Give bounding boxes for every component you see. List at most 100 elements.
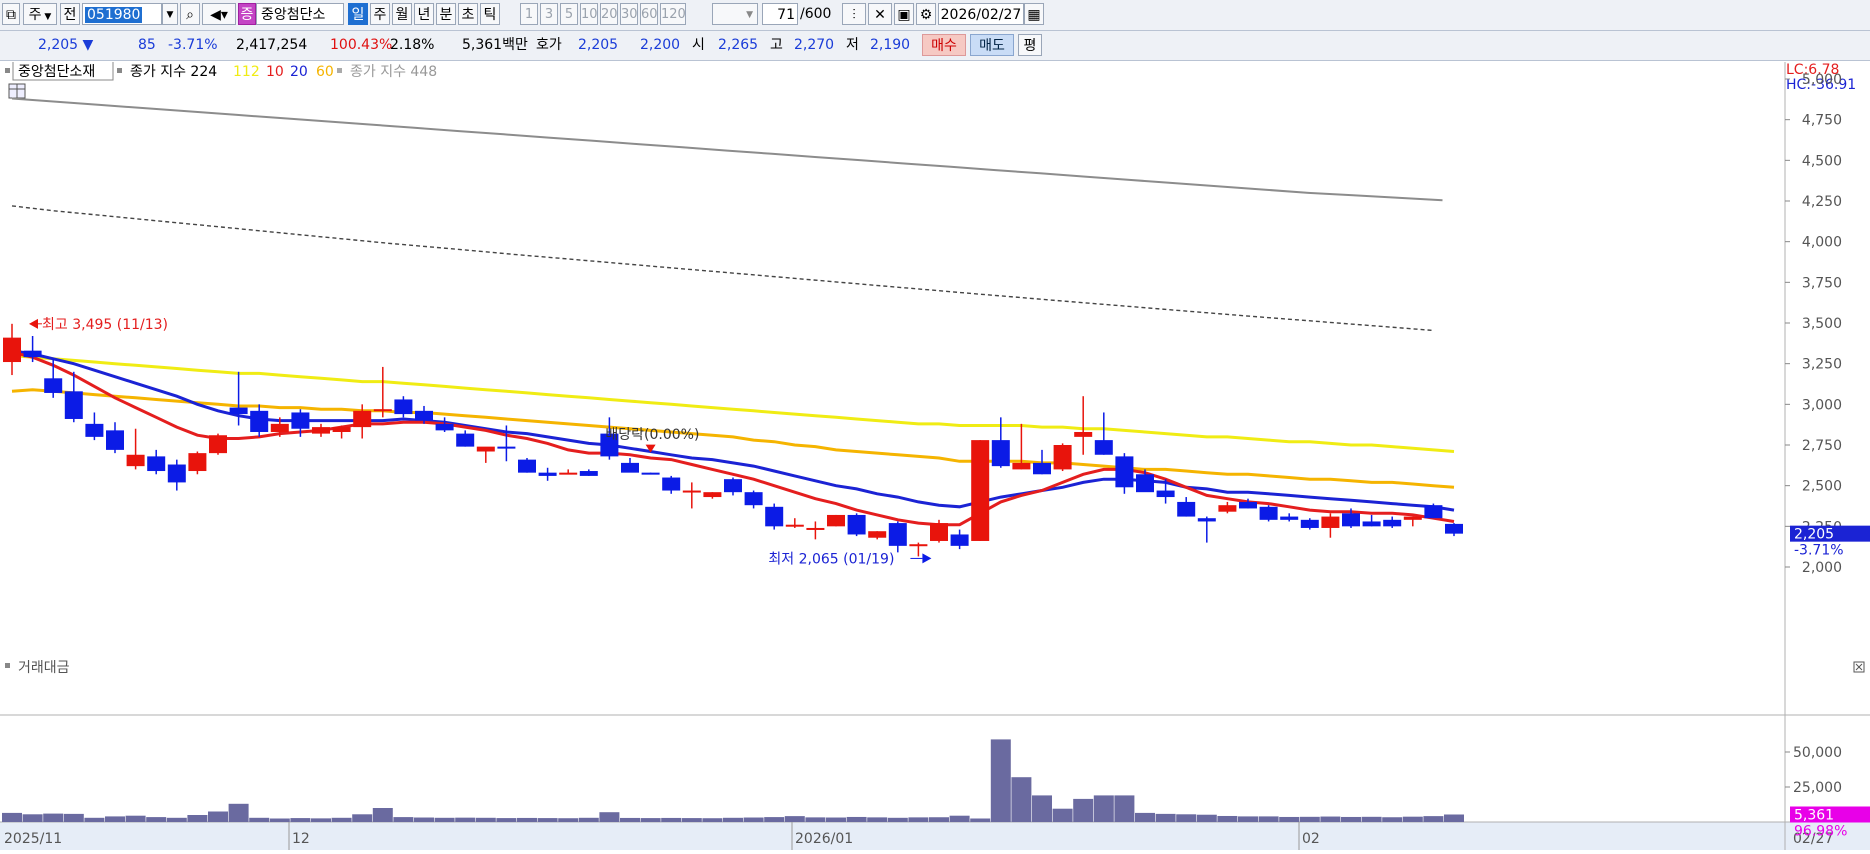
interval-button-6[interactable]: 60 bbox=[640, 3, 658, 25]
count-input[interactable]: 71 bbox=[762, 3, 798, 25]
legend-ma10: 10 bbox=[266, 64, 284, 80]
volume-bar bbox=[249, 817, 270, 822]
candle-body bbox=[147, 456, 166, 472]
interval-button-2[interactable]: 5 bbox=[560, 3, 578, 25]
period-button-3[interactable]: 년 bbox=[414, 3, 434, 25]
high-annotation: 최고 3,495 (11/13) bbox=[42, 317, 168, 333]
candle-body bbox=[1218, 505, 1237, 512]
bid-price: 2,200 bbox=[640, 37, 681, 53]
candle-body bbox=[1074, 431, 1093, 437]
date-input[interactable]: 2026/02/27 bbox=[938, 3, 1024, 25]
y-tick-label: 4,750 bbox=[1802, 113, 1842, 129]
volume-bar bbox=[990, 739, 1011, 822]
current-pct-label: -3.71% bbox=[1794, 543, 1844, 559]
candle-body bbox=[1424, 505, 1443, 519]
trade-amount: 5,361백만 bbox=[462, 37, 528, 53]
high-label: 고 bbox=[770, 37, 783, 53]
volume-bar bbox=[475, 817, 496, 822]
volume-bar bbox=[578, 817, 599, 822]
period-button-0[interactable]: 일 bbox=[348, 3, 368, 25]
interval-button-0[interactable]: 1 bbox=[520, 3, 538, 25]
y-tick-label: 3,250 bbox=[1802, 357, 1842, 373]
speaker-icon[interactable]: ◀▾ bbox=[202, 3, 236, 25]
all-button[interactable]: 전 bbox=[60, 3, 80, 25]
candle-body bbox=[1136, 474, 1154, 493]
volume-bar bbox=[599, 812, 620, 822]
buy-button[interactable]: 매수 bbox=[922, 34, 966, 56]
volume-bar bbox=[414, 817, 434, 822]
search-icon[interactable]: ⌕ bbox=[180, 3, 200, 25]
close-pane-icon[interactable] bbox=[1853, 661, 1865, 673]
low-label: 저 bbox=[846, 37, 859, 53]
stock-name[interactable]: 중앙첨단소 bbox=[256, 3, 344, 25]
volume: 2,417,254 bbox=[236, 37, 308, 53]
volume-bar bbox=[949, 815, 970, 822]
volume-bar bbox=[208, 811, 228, 822]
volume-bar bbox=[887, 817, 908, 822]
code-dropdown[interactable]: ▼ bbox=[162, 3, 178, 25]
volume-bar bbox=[1073, 798, 1094, 822]
volume-bar bbox=[1238, 816, 1258, 822]
volume-bar bbox=[331, 817, 352, 822]
interval-button-3[interactable]: 10 bbox=[580, 3, 598, 25]
dividend-annotation: 배당락(0.00%) bbox=[605, 427, 699, 443]
candle-body bbox=[991, 440, 1010, 467]
code-value: 051980 bbox=[85, 7, 143, 23]
crosshair-icon[interactable]: ✕ bbox=[868, 3, 892, 25]
eval-button[interactable]: 평 bbox=[1018, 34, 1042, 56]
volume-bar bbox=[826, 817, 846, 822]
save-icon[interactable]: ▣ bbox=[894, 3, 914, 25]
y-tick-label: 3,750 bbox=[1802, 275, 1842, 291]
candle-body bbox=[950, 534, 969, 546]
volume-bar bbox=[352, 814, 373, 822]
period-dropdown[interactable]: 주 ▼ bbox=[23, 3, 57, 25]
candle-body bbox=[518, 459, 536, 473]
volume-title: 거래대금 bbox=[18, 660, 70, 676]
period-button-2[interactable]: 월 bbox=[392, 3, 412, 25]
volume-bar bbox=[1320, 816, 1341, 822]
open-label: 시 bbox=[692, 37, 705, 53]
settings-icon[interactable]: ⚙ bbox=[916, 3, 936, 25]
volume-bar bbox=[43, 813, 64, 822]
candle-body bbox=[1094, 440, 1113, 455]
candle-body bbox=[703, 492, 722, 498]
candle-body bbox=[538, 472, 557, 476]
volume-bar bbox=[1423, 816, 1444, 822]
count-max: /600 bbox=[800, 6, 832, 22]
layout-icon[interactable]: ⧉ bbox=[2, 3, 20, 25]
volume-bar bbox=[702, 818, 723, 822]
price-chart[interactable]: 중앙첨단소재 종가 지수 224 112 10 20 60 종가 지수 448 … bbox=[0, 60, 1870, 850]
sell-button[interactable]: 매도 bbox=[970, 34, 1014, 56]
candle-body bbox=[250, 410, 269, 432]
volume-bar bbox=[290, 818, 311, 822]
calendar-icon[interactable]: ▦ bbox=[1024, 3, 1044, 25]
hc-value: HC:-36.91 bbox=[1786, 77, 1856, 93]
interval-button-5[interactable]: 30 bbox=[620, 3, 638, 25]
period-button-6[interactable]: 틱 bbox=[480, 3, 500, 25]
volume-bar bbox=[908, 817, 929, 822]
legend-ma112: 112 bbox=[233, 64, 260, 80]
volume-bar bbox=[537, 818, 558, 822]
interval-button-4[interactable]: 20 bbox=[600, 3, 618, 25]
chart-background bbox=[0, 62, 1870, 850]
candle-body bbox=[785, 524, 804, 527]
y-tick-label: 2,500 bbox=[1802, 479, 1842, 495]
code-input[interactable]: 051980 bbox=[82, 3, 162, 25]
candle-body bbox=[1156, 490, 1175, 498]
candle-body bbox=[827, 514, 845, 527]
interval-button-1[interactable]: 3 bbox=[540, 3, 558, 25]
period-button-5[interactable]: 초 bbox=[458, 3, 478, 25]
volume-bar bbox=[970, 818, 991, 822]
candle-type-icon[interactable]: ⫶ bbox=[842, 3, 866, 25]
period-button-4[interactable]: 분 bbox=[436, 3, 456, 25]
candle-body bbox=[1115, 456, 1134, 488]
volume-y-tick-label: 25,000 bbox=[1793, 780, 1842, 796]
blank-dropdown[interactable]: ▼ bbox=[712, 3, 758, 25]
interval-button-7[interactable]: 120 bbox=[660, 3, 686, 25]
candle-body bbox=[44, 378, 63, 393]
volume-bar bbox=[1402, 816, 1423, 822]
candle-body bbox=[229, 407, 248, 415]
period-button-1[interactable]: 주 bbox=[370, 3, 390, 25]
volume-bar bbox=[1361, 816, 1382, 822]
candle-body bbox=[1259, 506, 1278, 520]
